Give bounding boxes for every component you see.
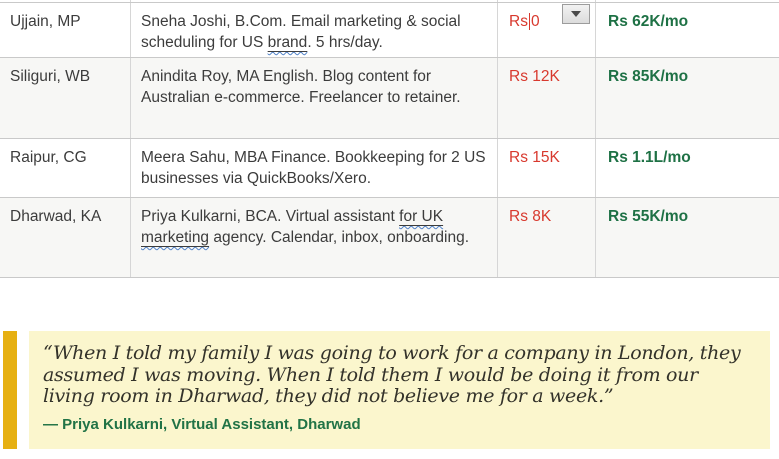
- location-cell[interactable]: Raipur, CG: [0, 139, 130, 197]
- description-text: Anindita Roy, MA English. Blog content f…: [141, 68, 461, 106]
- description-cell[interactable]: Meera Sahu, MBA Finance. Bookkeeping for…: [130, 139, 497, 197]
- cost-cell[interactable]: Rs 12K: [497, 58, 595, 138]
- location-text: Raipur, CG: [10, 149, 87, 166]
- location-text: Ujjain, MP: [10, 13, 81, 30]
- chevron-down-icon: [571, 11, 581, 17]
- location-cell[interactable]: Dharwad, KA: [0, 198, 130, 277]
- text-cursor: [528, 13, 530, 30]
- description-text: Sneha Joshi, B.Com. Email marketing & so…: [141, 13, 461, 51]
- description-cell[interactable]: Priya Kulkarni, BCA. Virtual assistant f…: [130, 198, 497, 277]
- cost-dropdown-button[interactable]: [562, 4, 590, 24]
- location-text: Dharwad, KA: [10, 208, 102, 225]
- description-text: agency. Calendar, inbox, onboarding.: [209, 229, 470, 246]
- income-text: Rs 62K/mo: [608, 13, 689, 30]
- table-row: Ujjain, MP Sneha Joshi, B.Com. Email mar…: [0, 3, 779, 58]
- table-row: Dharwad, KA Priya Kulkarni, BCA. Virtual…: [0, 198, 779, 278]
- misspelled-word: brand: [267, 34, 308, 51]
- quote-accent-bar: [3, 331, 17, 449]
- cost-text: Rs 15K: [509, 149, 560, 166]
- income-text: Rs 1.1L/mo: [608, 149, 691, 166]
- description-text: . 5 hrs/day.: [307, 34, 383, 51]
- description-cell[interactable]: Anindita Roy, MA English. Blog content f…: [130, 58, 497, 138]
- location-cell[interactable]: Siliguri, WB: [0, 58, 130, 138]
- quote-text: “When I told my family I was going to wo…: [43, 342, 741, 407]
- description-text: Meera Sahu, MBA Finance. Bookkeeping for…: [141, 149, 486, 187]
- quote-attribution: — Priya Kulkarni, Virtual Assistant, Dha…: [43, 415, 361, 433]
- table-row: Siliguri, WB Anindita Roy, MA English. B…: [0, 58, 779, 139]
- income-cell[interactable]: Rs 55K/mo: [595, 198, 779, 277]
- locations-table: Ujjain, MP Sneha Joshi, B.Com. Email mar…: [0, 0, 779, 278]
- misspelled-word: for UK: [399, 208, 444, 225]
- table-row: Raipur, CG Meera Sahu, MBA Finance. Book…: [0, 139, 779, 198]
- cost-text: Rs 8K: [509, 208, 552, 225]
- income-text: Rs 85K/mo: [608, 68, 689, 85]
- description-cell[interactable]: Sneha Joshi, B.Com. Email marketing & so…: [130, 3, 497, 57]
- cost-text: Rs: [509, 13, 528, 30]
- location-text: Siliguri, WB: [10, 68, 91, 85]
- description-text: Priya Kulkarni, BCA. Virtual assistant: [141, 208, 400, 225]
- location-cell[interactable]: Ujjain, MP: [0, 3, 130, 57]
- cost-text: 0: [530, 13, 540, 30]
- cost-cell[interactable]: Rs 8K: [497, 198, 595, 277]
- table-row-stub: [0, 0, 779, 3]
- quote-callout[interactable]: “When I told my family I was going to wo…: [29, 331, 770, 449]
- income-cell[interactable]: Rs 1.1L/mo: [595, 139, 779, 197]
- cost-cell[interactable]: Rs 0: [497, 3, 595, 57]
- misspelled-word: marketing: [141, 229, 210, 246]
- income-cell[interactable]: Rs 62K/mo: [595, 3, 779, 57]
- income-text: Rs 55K/mo: [608, 208, 689, 225]
- cost-text: Rs 12K: [509, 68, 560, 85]
- cost-cell[interactable]: Rs 15K: [497, 139, 595, 197]
- income-cell[interactable]: Rs 85K/mo: [595, 58, 779, 138]
